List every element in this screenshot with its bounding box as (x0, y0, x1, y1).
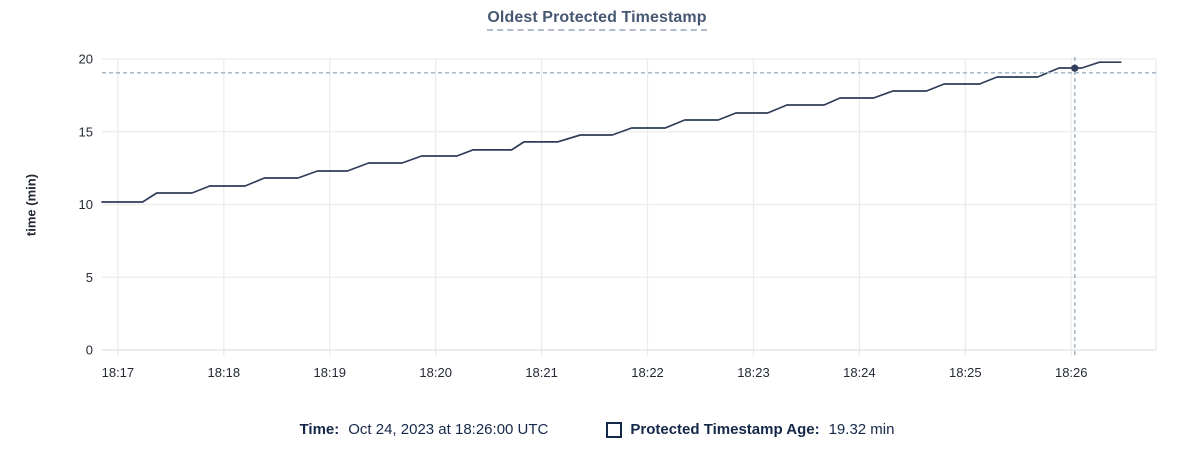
x-tick-label: 18:18 (208, 365, 241, 380)
chart-tooltip-legend: Time: Oct 24, 2023 at 18:26:00 UTC Prote… (0, 421, 1194, 438)
x-tick-label: 18:20 (419, 365, 452, 380)
x-tick-label: 18:24 (843, 365, 876, 380)
x-tick-label: 18:19 (313, 365, 346, 380)
y-tick-label: 20 (79, 52, 93, 67)
legend-checkbox-icon[interactable] (606, 421, 623, 438)
x-tick-label: 18:22 (631, 365, 664, 380)
tooltip-time-value: Oct 24, 2023 at 18:26:00 UTC (348, 421, 549, 438)
x-tick-label: 18:17 (102, 365, 135, 380)
timeseries-chart[interactable]: 0 5 10 15 20 18:17 18:18 18:19 18:20 18:21 18:22 18… (0, 0, 1194, 410)
tooltip-time-label: Time: (299, 421, 340, 438)
x-tick-label: 18:23 (737, 365, 770, 380)
y-tick-label: 15 (79, 124, 93, 139)
chart-plot-area[interactable] (102, 59, 1156, 350)
x-tick-label: 18:21 (525, 365, 558, 380)
y-tick-label: 0 (86, 343, 93, 358)
legend-item-protected-timestamp-age[interactable]: Protected Timestamp Age: 19.32 min (606, 421, 894, 438)
legend-series-label: Protected Timestamp Age: (630, 421, 820, 438)
x-tick-label: 18:26 (1055, 365, 1088, 380)
y-tick-label: 10 (79, 197, 93, 212)
data-point-marker (1071, 64, 1079, 72)
chart-title[interactable]: Oldest Protected Timestamp (487, 9, 707, 31)
legend-series-value: 19.32 min (828, 421, 895, 438)
tooltip-time: Time: Oct 24, 2023 at 18:26:00 UTC (300, 421, 549, 438)
series-line-protected-timestamp-age (101, 61, 1122, 203)
y-tick-label: 5 (86, 270, 93, 285)
chart-header: Oldest Protected Timestamp (0, 9, 1194, 31)
x-tick-label: 18:25 (949, 365, 982, 380)
